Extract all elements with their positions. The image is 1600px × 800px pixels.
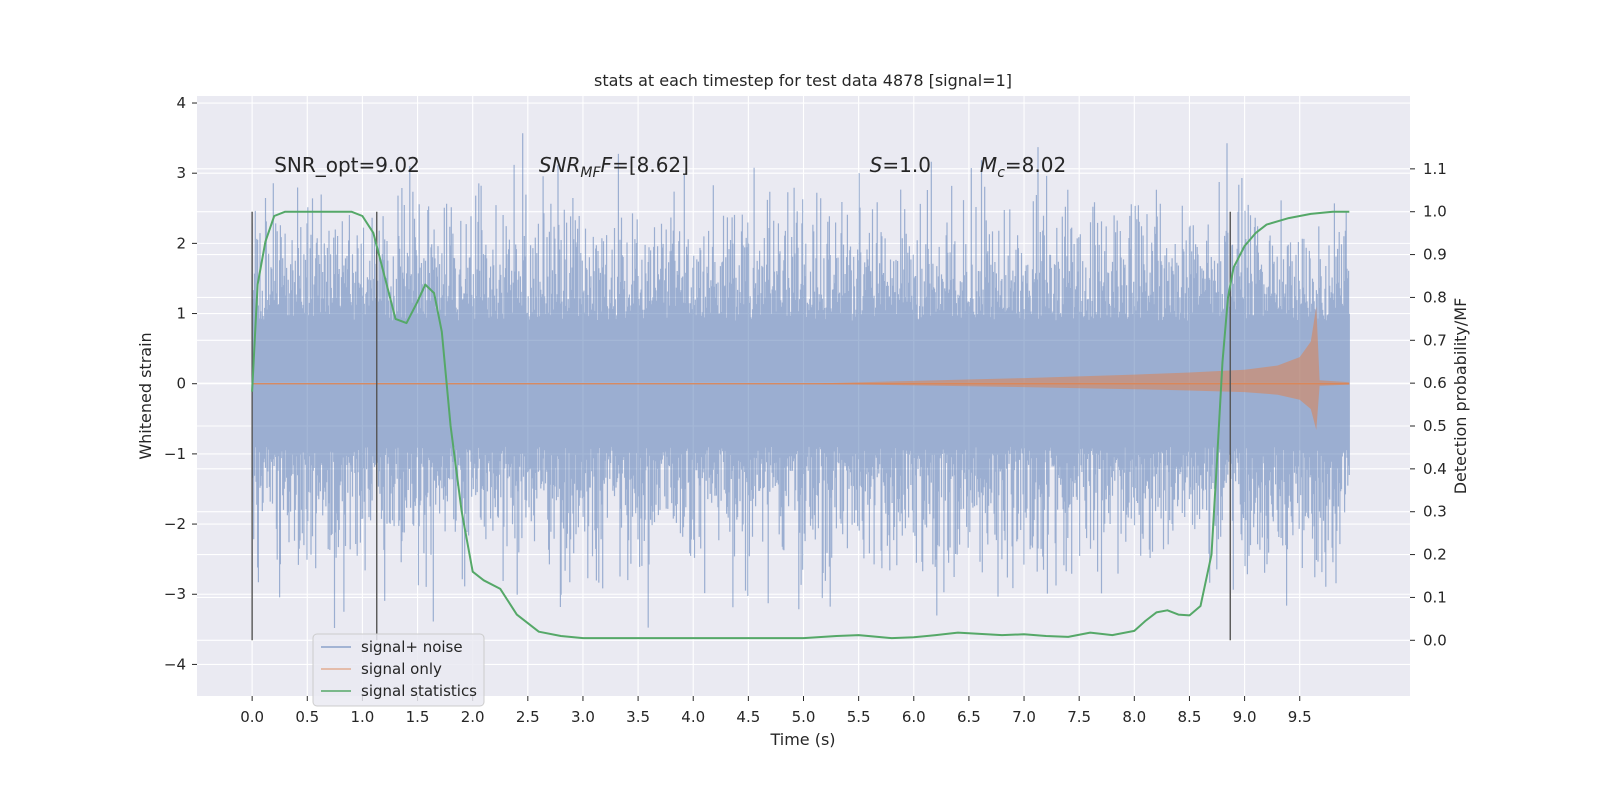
x-tick-label: 9.5 (1288, 708, 1312, 726)
series-signal-only (252, 306, 1350, 430)
y2-tick-label: 0.8 (1423, 288, 1447, 306)
legend-label-signal-statistics: signal statistics (361, 682, 477, 700)
x-tick-label: 7.5 (1067, 708, 1091, 726)
annotation-mc-value: Mc=8.02 (980, 153, 1066, 181)
x-tick-label: 8.0 (1122, 708, 1146, 726)
annotation-s-value: S=1.0 (870, 153, 931, 177)
annotation-snr-mf: SNRMFF=[8.62] (539, 153, 689, 181)
x-tick-label: 4.0 (681, 708, 705, 726)
legend-label-signal-plus-noise: signal+ noise (361, 638, 463, 656)
y-tick-label: 0 (176, 375, 186, 393)
y-tick-label: −1 (164, 445, 186, 463)
x-tick-label: 4.5 (736, 708, 760, 726)
y2-tick-label: 0.5 (1423, 417, 1447, 435)
y-tick-label: 4 (176, 94, 186, 112)
y-tick-label: −2 (164, 515, 186, 533)
annotations: SNR_opt=9.02 SNRMFF=[8.62] S=1.0 Mc=8.02 (274, 153, 1066, 181)
x-tick-label: 3.0 (571, 708, 595, 726)
y-axis-label: Whitened strain (136, 332, 155, 459)
x-axis: 0.0 0.5 1.0 1.5 2.0 2.5 3.0 3.5 4.0 4.5 5.0 5.5 6.0 6… (240, 696, 1312, 726)
series-signal-statistics (251, 210, 1350, 640)
x-tick-label: 0.5 (295, 708, 319, 726)
y2-tick-label: 1.1 (1423, 160, 1447, 178)
x-tick-label: 0.0 (240, 708, 264, 726)
y2-tick-label: 0.6 (1423, 374, 1447, 392)
y2-tick-label: 0.0 (1423, 631, 1447, 649)
x-tick-label: 5.5 (847, 708, 871, 726)
x-tick-label: 5.0 (792, 708, 816, 726)
legend: signal+ noise signal only signal statist… (312, 633, 485, 707)
x-axis-label: Time (s) (769, 730, 835, 749)
y2-tick-label: 0.3 (1423, 503, 1447, 521)
y2-tick-label: 0.9 (1423, 246, 1447, 264)
y2-axis-label: Detection probability/MF (1451, 298, 1470, 495)
y2-tick-label: 0.2 (1423, 546, 1447, 564)
y2-tick-label: 0.7 (1423, 331, 1447, 349)
x-tick-label: 1.0 (350, 708, 374, 726)
x-tick-label: 2.0 (461, 708, 485, 726)
y-axis-left: −4 −3 −2 −1 0 1 2 3 4 (164, 94, 197, 673)
x-tick-label: 7.0 (1012, 708, 1036, 726)
signal-statistics-line (251, 210, 1350, 640)
chart-title: stats at each timestep for test data 487… (594, 71, 1012, 90)
x-tick-label: 8.5 (1178, 708, 1202, 726)
x-tick-label: 1.5 (406, 708, 430, 726)
y2-tick-label: 0.4 (1423, 460, 1447, 478)
y2-tick-label: 0.1 (1423, 588, 1447, 606)
y-tick-label: 3 (176, 164, 186, 182)
legend-label-signal-only: signal only (361, 660, 442, 678)
y2-tick-label: 1.0 (1423, 203, 1447, 221)
x-tick-label: 9.0 (1233, 708, 1257, 726)
x-tick-label: 6.0 (902, 708, 926, 726)
x-tick-label: 6.5 (957, 708, 981, 726)
y-tick-label: −3 (164, 585, 186, 603)
y-tick-label: 2 (176, 234, 186, 252)
x-tick-label: 3.5 (626, 708, 650, 726)
y-tick-label: −4 (164, 655, 186, 673)
y-axis-right: 0.0 0.1 0.2 0.3 0.4 0.5 0.6 0.7 0.8 0.9 1.0 1.1 (1410, 160, 1447, 649)
annotation-snr-opt: SNR_opt=9.02 (274, 153, 420, 177)
y-tick-label: 1 (176, 305, 186, 323)
x-tick-label: 2.5 (516, 708, 540, 726)
